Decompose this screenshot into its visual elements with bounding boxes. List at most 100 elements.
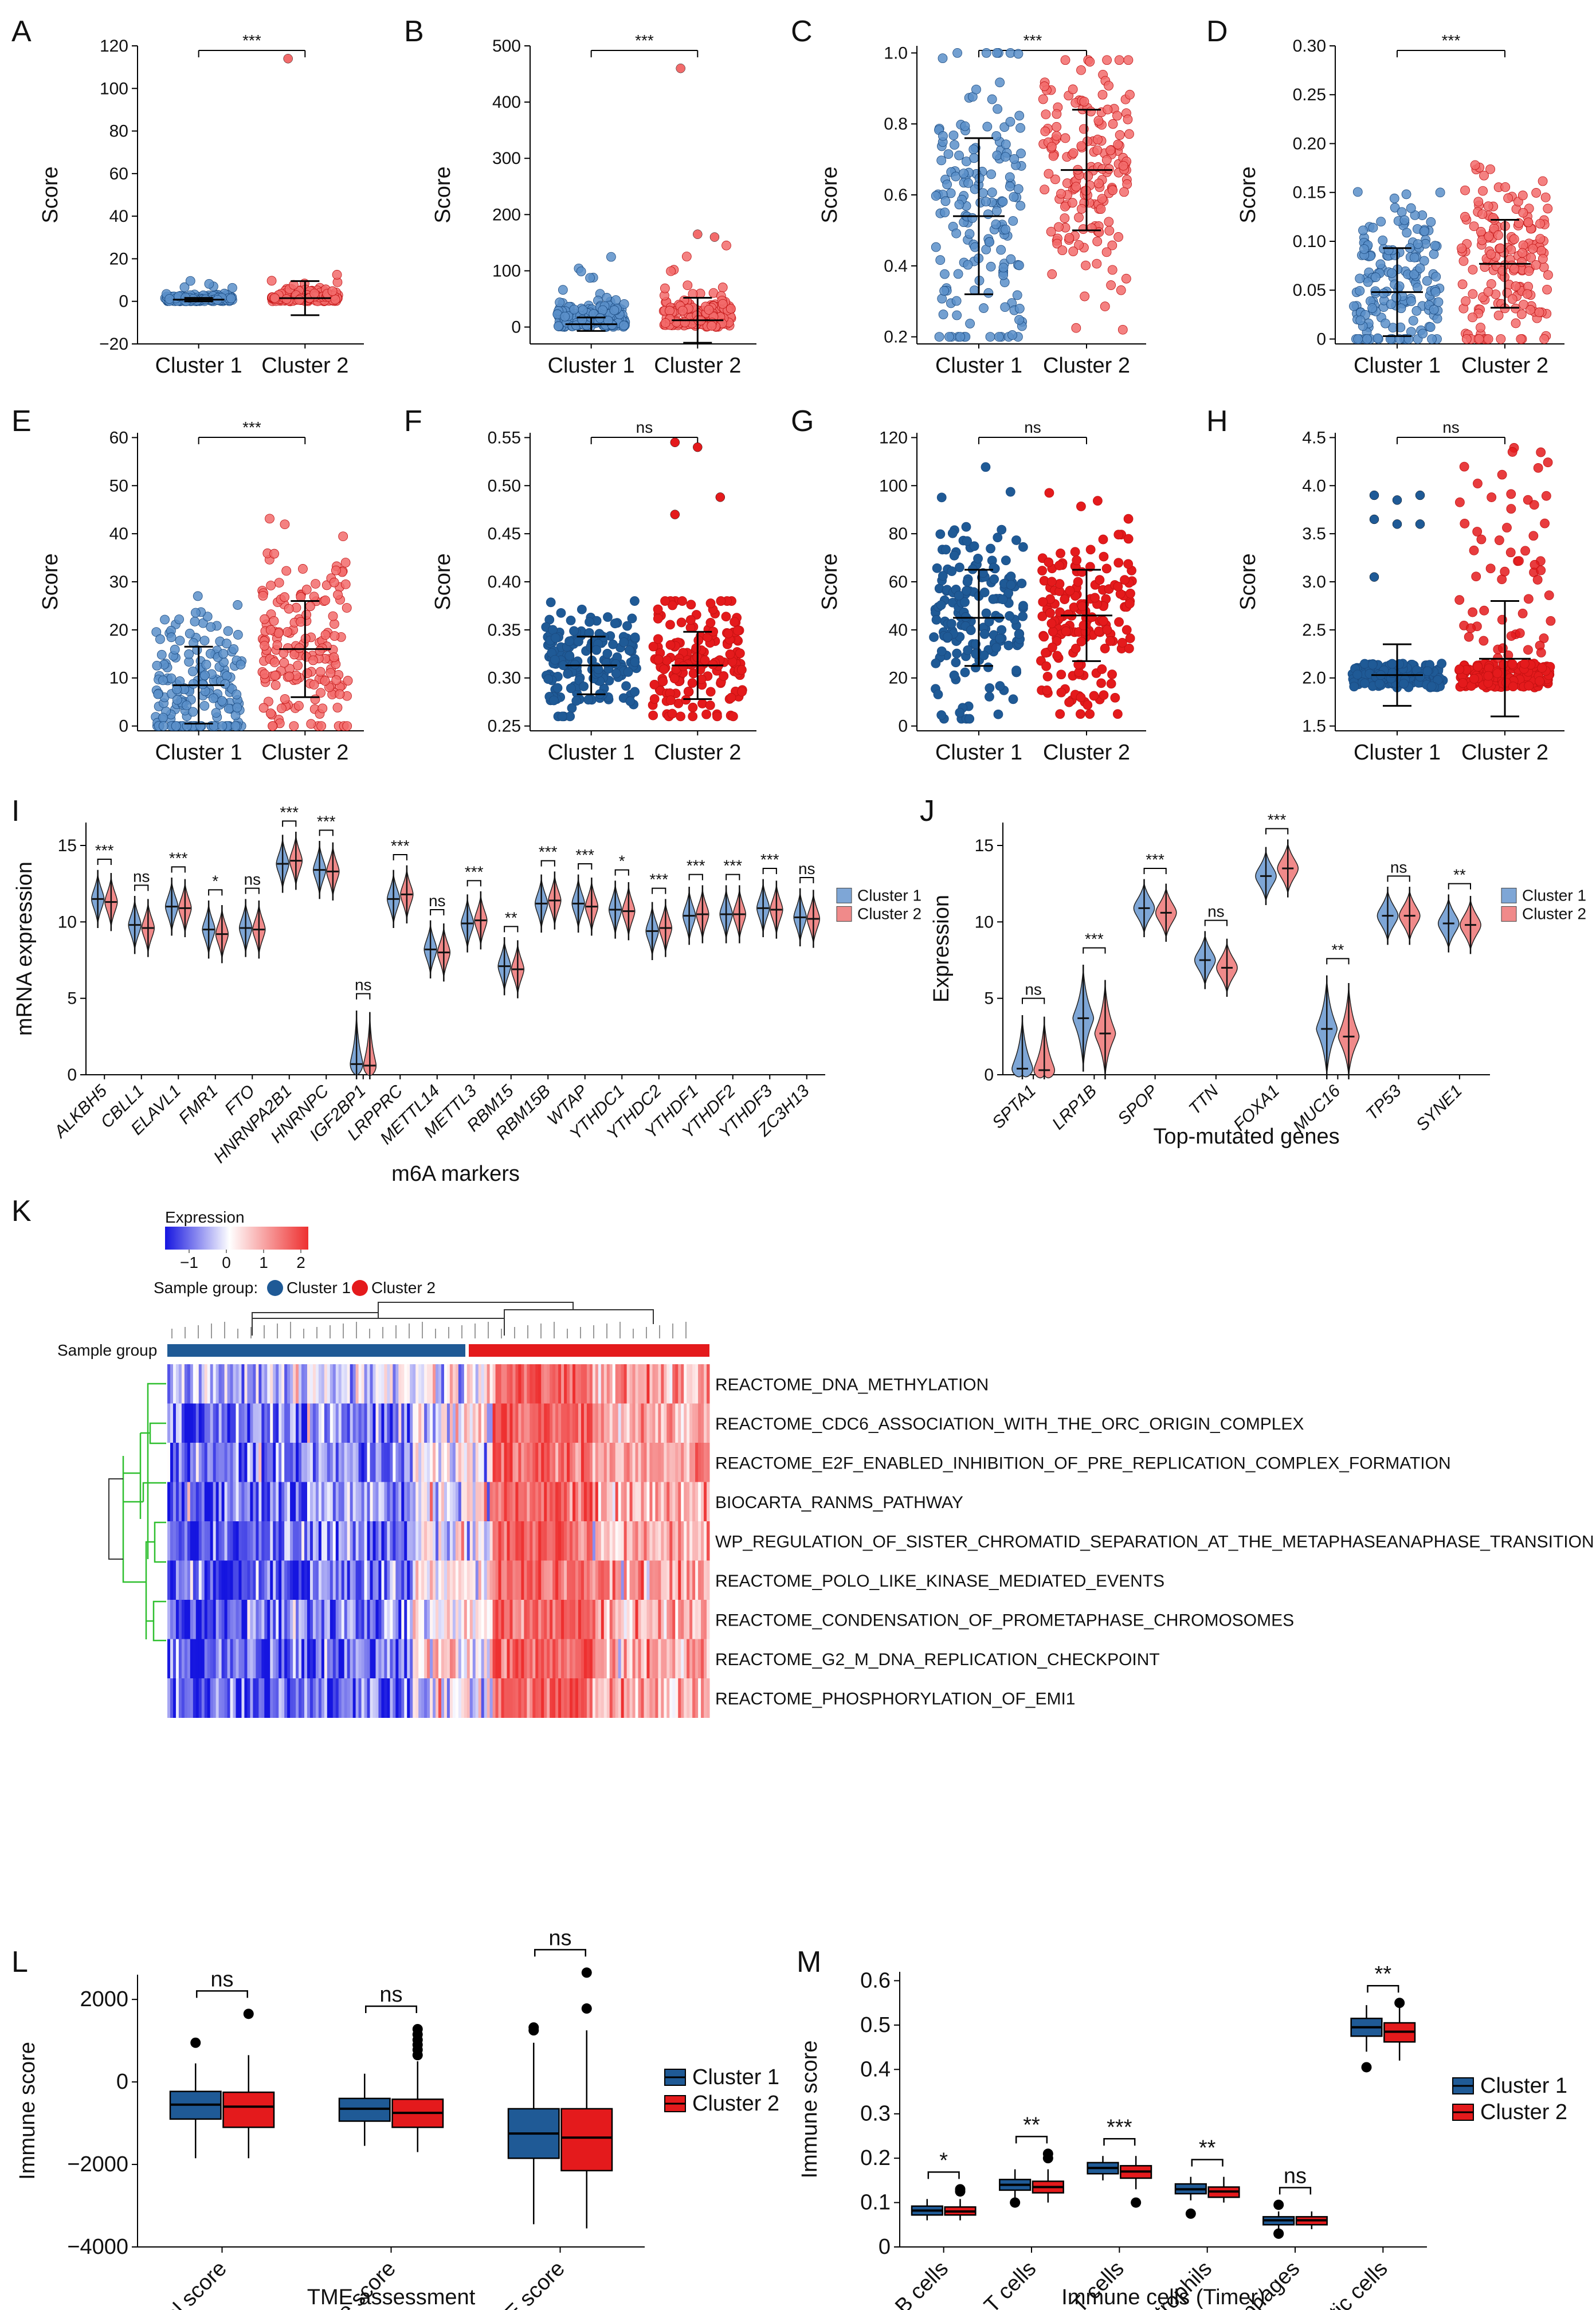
- heat-cell: [332, 1443, 336, 1482]
- heat-cell: [178, 1639, 182, 1679]
- heat-cell: [449, 1443, 453, 1482]
- heat-cell: [433, 1521, 436, 1561]
- data-point: [1015, 123, 1025, 133]
- heat-cell: [606, 1560, 610, 1600]
- sig-bracket: [282, 820, 297, 827]
- heat-cell: [655, 1521, 658, 1561]
- data-point: [1471, 571, 1481, 582]
- heat-cell: [603, 1560, 607, 1600]
- heat-cell: [581, 1403, 585, 1443]
- heat-cell: [253, 1443, 256, 1482]
- heat-cell: [415, 1639, 419, 1679]
- heat-cell: [410, 1443, 413, 1482]
- data-point: [659, 664, 669, 675]
- heat-cell: [595, 1600, 599, 1639]
- data-point: [338, 531, 348, 542]
- data-point: [1101, 563, 1112, 574]
- heat-cell: [626, 1560, 630, 1600]
- heat-cell: [264, 1639, 268, 1679]
- data-point: [680, 317, 690, 327]
- heat-cell: [635, 1364, 639, 1404]
- data-point: [333, 590, 343, 600]
- y-axis-label: Score: [818, 553, 842, 610]
- heat-cell: [247, 1364, 250, 1404]
- heat-cell: [478, 1364, 482, 1404]
- data-point: [1546, 616, 1556, 626]
- heat-cell: [624, 1600, 628, 1639]
- heat-cell: [441, 1600, 445, 1639]
- heat-cell: [401, 1560, 405, 1600]
- heat-cell: [335, 1403, 339, 1443]
- pathway-label: REACTOME_G2_M_DNA_REPLICATION_CHECKPOINT: [715, 1650, 1160, 1669]
- heat-cell: [484, 1639, 488, 1679]
- heat-cell: [535, 1364, 539, 1404]
- data-point: [276, 703, 287, 714]
- heat-cell: [238, 1482, 242, 1522]
- data-point: [1014, 315, 1024, 325]
- y-tick-label: 0.35: [488, 621, 521, 640]
- heat-cell: [583, 1364, 587, 1404]
- heat-cell: [635, 1403, 639, 1443]
- data-point: [1487, 492, 1497, 502]
- data-point: [175, 636, 185, 646]
- heat-cell: [250, 1560, 253, 1600]
- heat-cell: [207, 1639, 211, 1679]
- heat-cell: [330, 1364, 334, 1404]
- heat-cell: [307, 1560, 311, 1600]
- heat-cell: [230, 1364, 234, 1404]
- heat-cell: [544, 1443, 547, 1482]
- legend-label: Cluster 1: [1522, 886, 1586, 904]
- heat-cell: [181, 1678, 185, 1718]
- heat-cell: [707, 1364, 710, 1404]
- heat-cell: [532, 1443, 536, 1482]
- y-axis-label: Score: [1236, 553, 1260, 610]
- heat-cell: [193, 1600, 197, 1639]
- data-point: [1391, 292, 1401, 303]
- data-point: [1522, 289, 1532, 299]
- heat-cell: [446, 1560, 450, 1600]
- heat-cell: [572, 1600, 576, 1639]
- legend-label: Cluster 2: [857, 905, 921, 922]
- heat-cell: [236, 1521, 239, 1561]
- data-point: [1458, 256, 1469, 266]
- heat-cell: [193, 1443, 197, 1482]
- heat-cell: [215, 1678, 219, 1718]
- heat-cell: [327, 1482, 331, 1522]
- heat-cell: [469, 1364, 473, 1404]
- heat-cell: [515, 1443, 519, 1482]
- heat-cell: [395, 1403, 399, 1443]
- data-point: [1358, 225, 1368, 236]
- heat-cell: [178, 1443, 182, 1482]
- data-point: [555, 297, 565, 307]
- y-tick-label: 4.0: [1302, 476, 1326, 495]
- colorbar-tick-label: 2: [296, 1254, 305, 1271]
- heat-cell: [418, 1443, 422, 1482]
- panel-label: E: [11, 405, 32, 438]
- data-point: [280, 519, 290, 530]
- y-axis-label: mRNA expression: [13, 862, 37, 1036]
- heat-cell: [210, 1678, 214, 1718]
- heat-cell: [466, 1403, 470, 1443]
- heat-cell: [247, 1600, 250, 1639]
- data-point: [677, 596, 687, 606]
- heat-cell: [281, 1443, 285, 1482]
- data-point: [949, 550, 959, 561]
- heat-cell: [603, 1639, 607, 1679]
- heat-cell: [318, 1403, 322, 1443]
- heat-cell: [498, 1482, 502, 1522]
- heat-cell: [564, 1560, 567, 1600]
- heat-cell: [681, 1521, 684, 1561]
- heat-cell: [698, 1443, 701, 1482]
- y-tick-label: 0: [898, 717, 908, 736]
- data-point: [935, 529, 946, 539]
- heat-cell: [284, 1521, 288, 1561]
- heat-cell: [524, 1403, 527, 1443]
- heat-cell: [458, 1521, 462, 1561]
- data-point: [952, 648, 962, 659]
- heat-cell: [341, 1482, 345, 1522]
- x-tick-label: Cluster 2: [1043, 354, 1130, 378]
- heat-cell: [221, 1600, 225, 1639]
- heat-cell: [498, 1600, 502, 1639]
- heat-cell: [441, 1403, 445, 1443]
- legend-swatch-cluster2: [836, 906, 852, 922]
